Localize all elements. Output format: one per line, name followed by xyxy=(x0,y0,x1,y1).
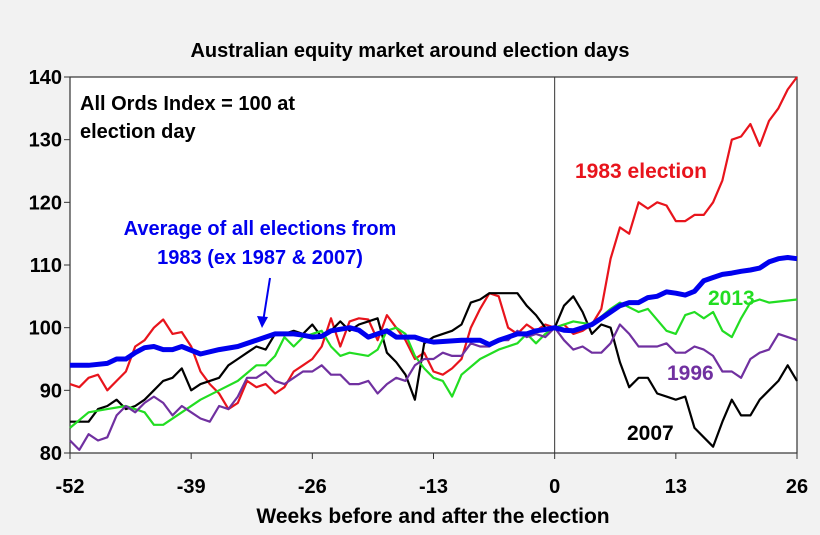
x-tick-label: 26 xyxy=(786,476,808,498)
label-1996: 1996 xyxy=(667,362,714,385)
y-tick-label: 120 xyxy=(29,192,62,214)
average-arrow-head xyxy=(257,316,268,328)
x-tick-label: -39 xyxy=(177,476,206,498)
y-tick-label: 140 xyxy=(29,67,62,89)
index-note-line1: All Ords Index = 100 at xyxy=(80,93,295,115)
index-note-line2: election day xyxy=(80,121,196,143)
series-line-1996 xyxy=(69,323,798,451)
x-tick-label: 13 xyxy=(665,476,687,498)
x-tick-label: -26 xyxy=(298,476,327,498)
x-tick-label: -13 xyxy=(419,476,448,498)
x-tick-label: 0 xyxy=(549,476,560,498)
x-tick-label: -52 xyxy=(56,476,85,498)
average-label-line2: 1983 (ex 1987 & 2007) xyxy=(157,247,363,269)
average-label-line1: Average of all elections from xyxy=(124,218,397,240)
y-tick-label: 130 xyxy=(29,130,62,152)
y-tick-label: 110 xyxy=(30,255,62,277)
series-line-average xyxy=(70,255,798,368)
label-2007: 2007 xyxy=(627,422,674,445)
label-1983: 1983 election xyxy=(575,160,707,183)
series-line-2007 xyxy=(70,292,798,448)
x-axis-label: Weeks before and after the election xyxy=(256,505,609,528)
series-line-1983 xyxy=(69,76,798,411)
y-tick-label: 90 xyxy=(40,380,62,402)
label-2013: 2013 xyxy=(708,287,755,310)
y-tick-label: 80 xyxy=(40,443,62,465)
chart-title: Australian equity market around election… xyxy=(190,40,629,62)
average-arrow-shaft xyxy=(262,277,271,323)
series-line-2013 xyxy=(69,298,798,429)
y-tick-label: 100 xyxy=(29,318,62,340)
